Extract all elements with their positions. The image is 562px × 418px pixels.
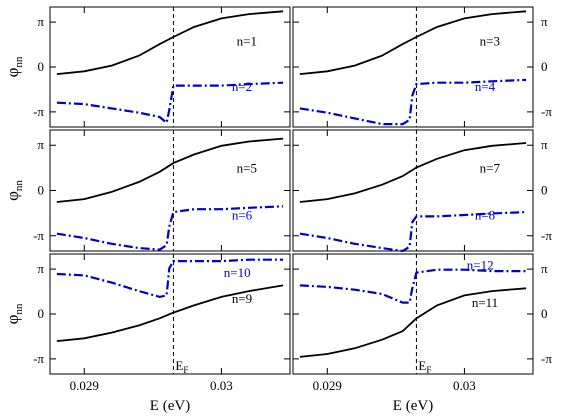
x-tick-label: 0.029 <box>313 378 342 393</box>
y-axis-label: φnn <box>3 303 25 324</box>
y-axis-label: φnn <box>3 180 25 201</box>
series-label: n=5 <box>237 160 257 175</box>
y-tick-label: -π <box>33 228 44 243</box>
y-tick-label: -π <box>541 104 552 119</box>
fermi-label: EF <box>175 358 188 375</box>
y-tick-label: 0 <box>541 59 548 74</box>
y-tick-label: -π <box>541 351 552 366</box>
series-label: n=10 <box>224 265 251 280</box>
y-tick-label: π <box>541 14 548 29</box>
y-tick-label: 0 <box>541 306 548 321</box>
x-axis-label: E (eV) <box>393 398 433 414</box>
series-label: n=8 <box>475 208 495 223</box>
series-label: n=1 <box>237 33 257 48</box>
panel-frame <box>292 6 534 128</box>
series-line-black <box>299 10 527 75</box>
y-tick-label: π <box>37 14 44 29</box>
y-tick-label: -π <box>33 351 44 366</box>
y-axis-label: φnn <box>3 56 25 77</box>
series-line-black <box>56 10 284 75</box>
series-label: n=11 <box>472 295 498 310</box>
x-tick-label: 0.029 <box>70 378 99 393</box>
series-line-black <box>56 284 284 342</box>
fermi-label: EF <box>418 358 431 375</box>
x-tick-label: 0.03 <box>210 378 233 393</box>
series-label: n=7 <box>480 160 501 175</box>
series-label: n=2 <box>232 79 252 94</box>
y-tick-label: -π <box>541 228 552 243</box>
series-label: n=6 <box>232 208 253 223</box>
series-line-black <box>299 142 527 203</box>
series-line-blue <box>56 81 284 125</box>
series-line-black <box>56 137 284 203</box>
y-tick-label: 0 <box>541 183 548 198</box>
y-tick-label: π <box>541 137 548 152</box>
y-tick-label: 0 <box>38 183 45 198</box>
x-tick-label: 0.03 <box>453 378 476 393</box>
series-label: n=9 <box>232 291 252 306</box>
y-tick-label: π <box>541 261 548 276</box>
x-axis-label: E (eV) <box>150 398 190 414</box>
series-line-black <box>299 287 527 358</box>
y-tick-label: 0 <box>38 306 45 321</box>
y-tick-label: π <box>37 261 44 276</box>
series-label: n=3 <box>480 33 500 48</box>
series-label: n=4 <box>475 79 496 94</box>
series-line-blue <box>299 268 527 304</box>
series-line-blue <box>299 78 527 126</box>
series-line-blue <box>56 205 284 251</box>
series-line-blue <box>299 211 527 253</box>
series-label: n=12 <box>467 258 494 273</box>
panel-frame <box>292 129 534 252</box>
y-tick-label: 0 <box>38 59 45 74</box>
series-line-blue <box>56 258 284 299</box>
y-tick-label: π <box>37 137 44 152</box>
y-tick-label: -π <box>33 104 44 119</box>
panel-frame <box>49 129 291 252</box>
